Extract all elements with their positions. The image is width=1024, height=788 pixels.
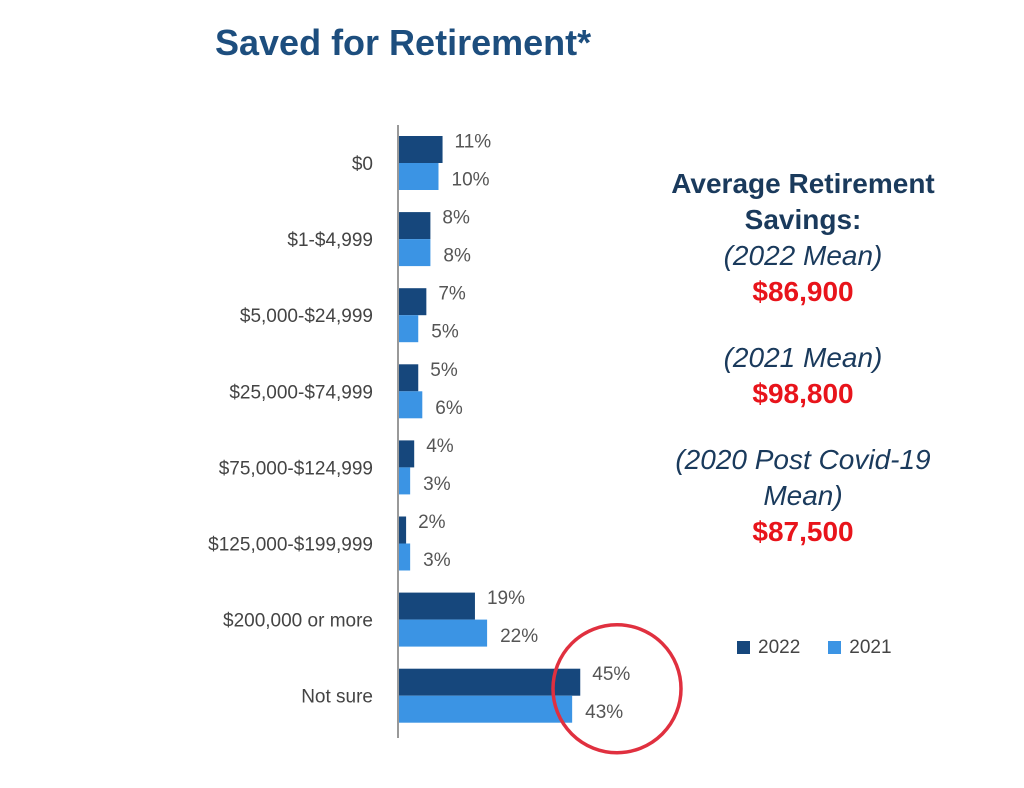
bar-2022 [398, 592, 475, 620]
data-label-2021: 5% [431, 322, 459, 343]
legend-label-2022: 2022 [758, 637, 801, 658]
bar-2022 [398, 364, 419, 392]
bar-2021 [398, 239, 431, 267]
bar-2021 [398, 619, 488, 647]
data-label-2021: 3% [423, 474, 451, 495]
bar-2021 [398, 391, 423, 419]
bar-2022 [398, 212, 431, 240]
mean-2022-label: (2022 Mean) [723, 240, 883, 271]
category-label: $1-$4,999 [287, 230, 373, 251]
legend-item-2021: 2021 [828, 637, 892, 659]
chart-title: Saved for Retirement* [215, 22, 592, 63]
legend-item-2022: 2022 [737, 637, 800, 659]
bar-2022 [398, 136, 443, 163]
bar-2021 [398, 163, 439, 190]
legend-swatch-2022 [737, 641, 750, 654]
bar-2021 [398, 695, 573, 723]
legend-label-2021: 2021 [849, 637, 892, 658]
mean-2021-label: (2021 Mean) [723, 342, 883, 373]
data-label-2021: 10% [452, 170, 490, 191]
bar-2022 [398, 516, 407, 544]
legend-swatch-2021 [828, 641, 842, 654]
panel-heading-1: Average Retirement [671, 168, 935, 199]
panel-heading-2: Savings: [744, 204, 862, 235]
category-label: Not sure [301, 687, 373, 708]
mean-2020-value: $87,500 [752, 516, 854, 547]
data-label-2021: 3% [423, 550, 451, 571]
data-label-2022: 7% [438, 284, 466, 305]
bar-2021 [398, 315, 419, 343]
data-label-2022: 45% [592, 664, 630, 685]
data-label-2022: 5% [430, 360, 458, 381]
data-label-2021: 43% [585, 702, 623, 723]
category-label: $0 [352, 154, 373, 175]
category-label: $25,000-$74,999 [229, 382, 373, 403]
data-label-2022: 19% [487, 588, 525, 609]
bar-2021 [398, 467, 411, 495]
mean-2020-label-1: (2020 Post Covid-19 [675, 444, 931, 475]
data-label-2022: 11% [455, 132, 492, 153]
category-label: $75,000-$124,999 [219, 458, 373, 479]
data-label-2021: 6% [435, 398, 463, 419]
data-label-2022: 8% [442, 208, 470, 229]
average-savings-panel: Average Retirement Savings: (2022 Mean) … [613, 166, 993, 550]
data-label-2022: 2% [418, 512, 446, 533]
bar-2022 [398, 668, 581, 696]
mean-2021-value: $98,800 [752, 378, 854, 409]
category-label: $5,000-$24,999 [240, 306, 373, 327]
data-label-2021: 8% [443, 246, 471, 267]
data-label-2022: 4% [426, 436, 454, 457]
legend: 2022 2021 [737, 637, 892, 659]
mean-2022-value: $86,900 [752, 276, 854, 307]
bar-2022 [398, 288, 427, 316]
data-label-2021: 22% [500, 626, 538, 647]
category-label: $200,000 or more [223, 611, 373, 632]
bar-2022 [398, 440, 415, 468]
highlight-circle [551, 622, 683, 755]
category-label: $125,000-$199,999 [208, 535, 373, 556]
bar-2021 [398, 543, 411, 571]
mean-2020-label-2: Mean) [763, 480, 843, 511]
